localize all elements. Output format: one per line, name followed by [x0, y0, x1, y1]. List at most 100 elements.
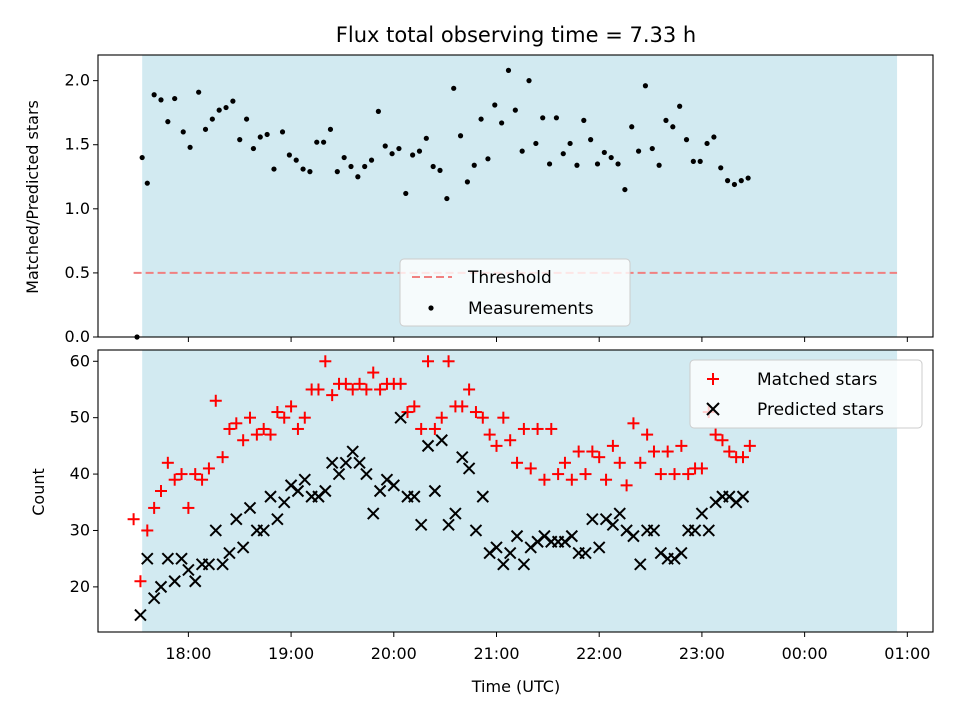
predicted-marker-stroke	[510, 529, 524, 543]
measurement-points	[134, 67, 751, 340]
predicted-marker-stroke	[408, 490, 421, 503]
bottom-y-tick-label: 40	[70, 464, 90, 483]
matched-star-marker	[374, 383, 387, 396]
measurement-point	[457, 133, 464, 139]
predicted-star-marker	[264, 490, 277, 503]
matched-star-marker	[442, 355, 455, 368]
matched-star-marker	[298, 411, 311, 424]
matched-star-marker	[736, 451, 749, 464]
matched-star-marker	[716, 434, 729, 447]
measurement-point	[348, 163, 354, 170]
predicted-marker-stroke	[579, 546, 592, 560]
measurements-legend-swatch	[428, 305, 434, 311]
predicted-star-marker	[565, 529, 579, 543]
predicted-marker-stroke	[346, 445, 359, 458]
matched-star-marker	[565, 473, 578, 486]
measurement-point	[321, 139, 327, 145]
matched-star-marker	[661, 445, 674, 458]
predicted-marker-stroke	[462, 462, 476, 475]
measurement-point	[635, 148, 642, 154]
matched-star-marker	[127, 513, 140, 526]
predicted-star-marker	[606, 518, 620, 532]
measurement-point	[444, 195, 450, 202]
predicted-star-marker	[291, 484, 305, 498]
top-y-tick-label: 0.5	[65, 263, 90, 282]
predicted-star-marker	[216, 558, 229, 571]
predicted-star-marker	[243, 501, 257, 515]
measurement-point	[355, 174, 361, 180]
predicted-star-marker	[161, 552, 175, 565]
measurement-point	[300, 166, 306, 172]
bottom-x-tick-label: 18:00	[165, 644, 211, 663]
top-x-ticks	[187, 337, 908, 342]
matched-legend-swatch	[707, 373, 719, 385]
matched-star-marker	[695, 462, 708, 475]
predicted-marker-stroke	[592, 541, 606, 554]
matched-star-marker	[312, 383, 325, 396]
matched-star-marker	[682, 468, 695, 481]
predicted-marker-stroke	[613, 507, 626, 520]
predicted-star-marker	[414, 518, 428, 532]
predicted-marker-stroke	[168, 575, 181, 588]
bottom-x-ticks: 18:00 19:00 20:00 21:00 22:00 23:00 00:00 01:00	[165, 632, 930, 663]
predicted-star-marker	[702, 524, 715, 537]
predicted-star-marker	[579, 546, 592, 560]
matched-star-marker	[285, 400, 298, 413]
predicted-star-marker	[592, 541, 606, 554]
matched-star-marker	[538, 473, 551, 486]
matched-star-marker	[572, 445, 585, 458]
predicted-star-marker	[202, 558, 216, 571]
measurement-point	[216, 107, 222, 113]
predicted-marker-stroke	[284, 479, 298, 492]
predicted-marker-stroke	[230, 512, 243, 526]
legend-predicted-label: Predicted stars	[757, 400, 884, 420]
matched-star-marker	[168, 473, 181, 486]
predicted-marker-stroke	[654, 546, 668, 560]
predicted-star-marker	[367, 507, 380, 520]
matched-star-marker	[223, 422, 236, 435]
predicted-marker-stroke	[373, 484, 387, 498]
predicted-marker-stroke	[189, 575, 202, 588]
measurement-point	[375, 108, 381, 114]
measurement-point	[505, 67, 512, 73]
predicted-marker-stroke	[319, 484, 332, 498]
measurement-point	[588, 137, 594, 143]
measurement-point	[264, 131, 270, 138]
measurement-point	[478, 116, 484, 122]
matched-star-marker	[428, 422, 441, 435]
measurement-point	[546, 161, 553, 167]
matched-star-marker	[189, 468, 202, 481]
legend-matched-label: Matched stars	[757, 370, 877, 390]
matched-star-marker	[326, 389, 339, 402]
top-panel: Flux total observing time = 7.33 h Match…	[23, 23, 934, 346]
top-legend-box	[399, 258, 631, 327]
predicted-marker-stroke	[141, 552, 154, 565]
predicted-marker-stroke	[367, 507, 380, 520]
measurement-point	[656, 162, 662, 168]
predicted-star-marker	[476, 490, 490, 503]
measurement-point	[230, 98, 236, 104]
predicted-marker-stroke	[675, 546, 688, 560]
predicted-marker-stroke	[325, 456, 339, 470]
predicted-marker-stroke	[291, 484, 305, 498]
measurement-point	[464, 179, 470, 185]
matched-star-marker	[134, 575, 147, 588]
bottom-x-tick-label: 22:00	[576, 644, 622, 663]
measurement-point	[389, 151, 395, 157]
predicted-marker-stroke	[497, 558, 510, 571]
matched-star-marker	[257, 422, 270, 435]
predicted-marker-stroke	[339, 456, 353, 470]
matched-star-marker	[353, 377, 366, 390]
predicted-legend-swatch	[706, 402, 720, 416]
matched-star-marker	[401, 406, 414, 419]
matched-star-marker	[620, 479, 633, 492]
predicted-star-marker	[373, 484, 387, 498]
matched-star-marker	[463, 383, 476, 396]
measurement-point	[519, 148, 525, 154]
legend-measurements-label: Measurements	[468, 299, 594, 319]
matched-star-marker	[339, 377, 352, 390]
predicted-star-marker	[442, 518, 455, 532]
top-y-tick-label: 2.0	[65, 71, 90, 90]
matched-star-marker	[709, 428, 722, 441]
